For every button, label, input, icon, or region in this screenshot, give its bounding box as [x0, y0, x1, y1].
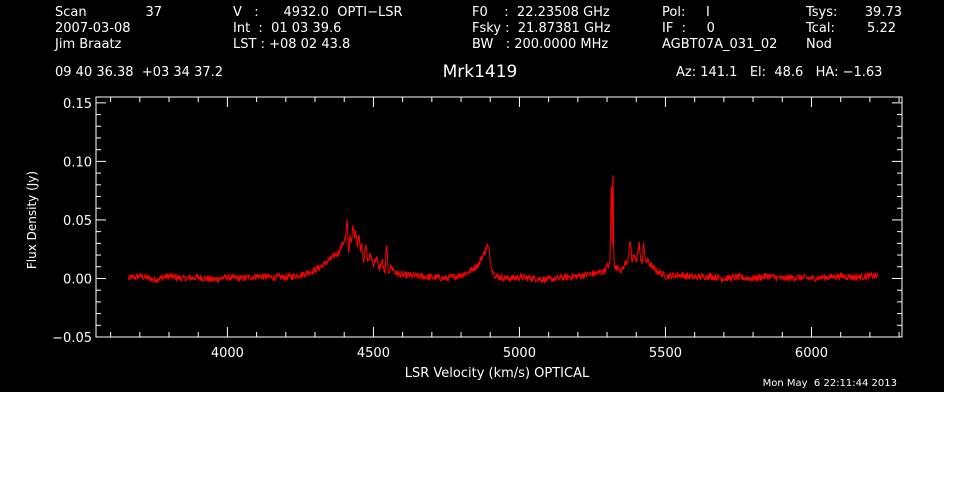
- sky-frequency: Fsky : 21.87381 GHz: [472, 21, 611, 36]
- y-axis-label: Flux Density (Jy): [25, 171, 39, 269]
- y-tick-label: 0.15: [63, 97, 92, 112]
- lst-info: LST : +08 02 43.8: [233, 37, 351, 52]
- integration-time: Int : 01 03 39.6: [233, 21, 342, 36]
- project-id: AGBT07A_031_02: [662, 37, 778, 52]
- polarization: Pol: I: [662, 5, 710, 20]
- x-tick-label: 6000: [795, 346, 828, 361]
- x-axis-label: LSR Velocity (km/s) OPTICAL: [405, 366, 590, 381]
- x-tick-label: 5000: [503, 346, 536, 361]
- tcal-value: 5.22: [867, 21, 896, 36]
- x-tick-label: 5500: [649, 346, 682, 361]
- scan-label: Scan: [55, 5, 87, 20]
- tsys-label: Tsys:: [806, 5, 838, 20]
- y-tick-label: −0.05: [52, 331, 92, 346]
- spectrum-line: [127, 175, 879, 284]
- scan-number: 37: [145, 5, 162, 20]
- x-tick-label: 4500: [357, 346, 390, 361]
- tcal-label: Tcal:: [806, 21, 835, 36]
- y-tick-label: 0.05: [63, 214, 92, 229]
- timestamp: Mon May 6 22:11:44 2013: [762, 378, 897, 389]
- rest-frequency: F0 : 22.23508 GHz: [472, 5, 610, 20]
- tsys-value: 39.73: [864, 5, 902, 20]
- axis-tick-labels: 4000 4500 5000 5500 6000 −0.05 0.00 0.05 0.10 0.1…: [52, 97, 828, 361]
- source-coordinates: 09 40 36.38 +03 34 37.2: [55, 65, 224, 80]
- plot-panel: Scan 37 2007-03-08 Jim Braatz V : 4932.0…: [0, 0, 944, 392]
- observing-mode: Nod: [806, 37, 832, 52]
- observation-date: 2007-03-08: [55, 21, 131, 36]
- if-number: IF : 0: [662, 21, 715, 36]
- velocity-info: V : 4932.0 OPTI−LSR: [233, 5, 403, 20]
- observer-name: Jim Braatz: [55, 37, 122, 52]
- axis-ticks: [96, 97, 902, 338]
- bandwidth: BW : 200.0000 MHz: [472, 37, 609, 52]
- source-name: Mrk1419: [442, 62, 518, 82]
- x-tick-label: 4000: [211, 346, 244, 361]
- y-tick-label: 0.00: [63, 272, 92, 287]
- az-el-ha: Az: 141.1 El: 48.6 HA: −1.63: [676, 65, 883, 80]
- y-tick-label: 0.10: [63, 155, 92, 170]
- spectrum-plot: 4000 4500 5000 5500 6000 −0.05 0.00 0.05 0.10 0.1…: [25, 96, 903, 381]
- plot-frame: [95, 96, 903, 338]
